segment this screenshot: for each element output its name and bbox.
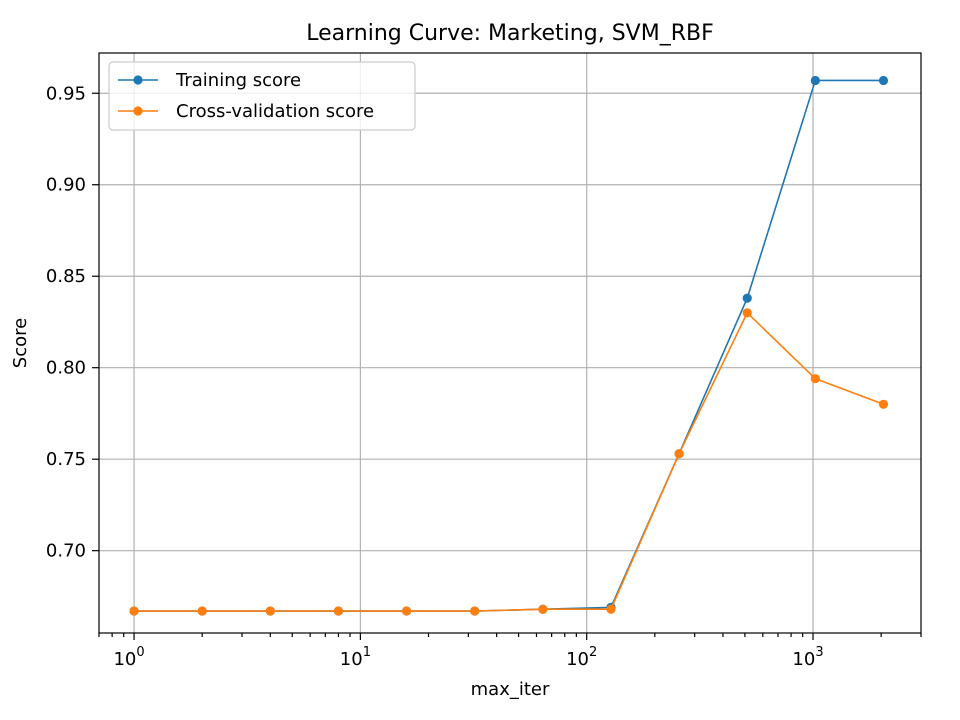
data-point: [401, 606, 412, 616]
legend-label: Training score: [175, 70, 301, 91]
x-tick-label: 101: [340, 645, 371, 670]
y-axis-label: Score: [10, 318, 31, 368]
y-tick-labels: 0.70 0.75 0.80 0.85 0.90 0.95: [46, 83, 86, 561]
data-point: [333, 606, 344, 616]
data-point: [742, 293, 752, 303]
chart-title: Learning Curve: Marketing, SVM_RBF: [306, 21, 713, 46]
plot-area: 0.70 0.75 0.80 0.85 0.90 0.95 100 101 102 103: [46, 52, 922, 670]
grid-lines: [99, 53, 921, 633]
legend-box: [108, 61, 416, 131]
legend: Training score Cross-validation score: [108, 61, 416, 131]
y-tick-label: 0.90: [46, 175, 86, 196]
plot-background: [99, 53, 921, 633]
legend-label: Cross-validation score: [176, 101, 374, 122]
plot-frame: [98, 52, 922, 634]
series-line: [134, 311, 884, 612]
legend-marker: [133, 106, 143, 116]
data-point: [265, 606, 275, 616]
x-tick-label: 102: [566, 645, 597, 670]
y-tick-label: 0.70: [46, 541, 86, 562]
data-point: [129, 606, 139, 616]
x-tick-label: 100: [113, 645, 144, 670]
ticks: [92, 92, 922, 640]
data-point: [606, 604, 616, 614]
data-point: [538, 604, 548, 614]
series-cross-validation: [129, 308, 889, 616]
y-tick-label: 0.85: [46, 266, 86, 287]
legend-marker: [133, 75, 143, 85]
data-point: [878, 75, 889, 86]
legend-items: Training score Cross-validation score: [118, 70, 374, 122]
data-point: [674, 449, 684, 459]
x-axis-label: max_iter: [471, 679, 550, 700]
series-layer: [129, 75, 889, 616]
legend-entry: Training score: [118, 70, 301, 91]
y-tick-label: 0.95: [46, 83, 86, 104]
data-point: [878, 399, 889, 409]
y-tick-label: 0.75: [46, 449, 86, 470]
data-point: [742, 308, 752, 318]
data-point: [810, 374, 820, 384]
legend-entry: Cross-validation score: [118, 101, 374, 122]
data-point: [197, 606, 207, 616]
x-tick-labels: 100 101 102 103: [113, 645, 823, 670]
x-tick-label: 103: [792, 645, 823, 670]
data-point: [810, 75, 820, 86]
data-point: [470, 606, 480, 616]
y-tick-label: 0.80: [46, 358, 86, 379]
